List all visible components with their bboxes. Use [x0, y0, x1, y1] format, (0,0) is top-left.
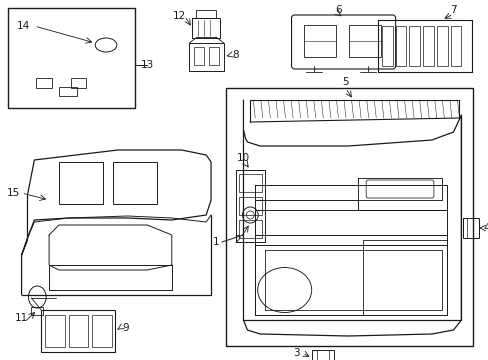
Bar: [71, 78, 86, 88]
Bar: [304, 25, 335, 57]
Bar: [449, 26, 461, 66]
Text: 12: 12: [173, 11, 186, 21]
Bar: [8, 8, 135, 108]
Text: 11: 11: [15, 313, 28, 323]
Text: 1: 1: [213, 237, 220, 247]
Text: 3: 3: [292, 348, 299, 358]
Bar: [238, 220, 262, 238]
Bar: [225, 88, 472, 346]
Bar: [238, 174, 262, 192]
Bar: [463, 218, 478, 238]
Text: 8: 8: [232, 50, 239, 60]
Text: 5: 5: [342, 77, 348, 87]
Text: 15: 15: [6, 188, 20, 198]
Bar: [189, 43, 224, 71]
Bar: [436, 26, 447, 66]
Bar: [31, 307, 43, 315]
Bar: [59, 87, 77, 96]
Bar: [41, 310, 115, 352]
Bar: [92, 315, 112, 347]
Bar: [235, 170, 264, 242]
Bar: [395, 26, 406, 66]
Text: 10: 10: [236, 153, 249, 163]
Text: 14: 14: [17, 21, 30, 31]
Bar: [408, 26, 419, 66]
Text: 2: 2: [234, 235, 241, 245]
Bar: [422, 26, 433, 66]
Text: 4: 4: [482, 223, 488, 233]
Bar: [349, 25, 380, 57]
Bar: [69, 315, 88, 347]
Text: 6: 6: [335, 5, 341, 15]
Bar: [238, 197, 262, 215]
Bar: [209, 47, 219, 65]
Bar: [59, 162, 103, 204]
Bar: [192, 18, 220, 38]
Text: 9: 9: [122, 323, 129, 333]
Bar: [311, 350, 333, 360]
Bar: [381, 26, 392, 66]
Bar: [194, 47, 204, 65]
Text: 7: 7: [449, 5, 456, 15]
Bar: [113, 162, 157, 204]
Bar: [196, 10, 216, 18]
Text: 13: 13: [141, 60, 154, 70]
Bar: [45, 315, 64, 347]
Bar: [36, 78, 52, 88]
